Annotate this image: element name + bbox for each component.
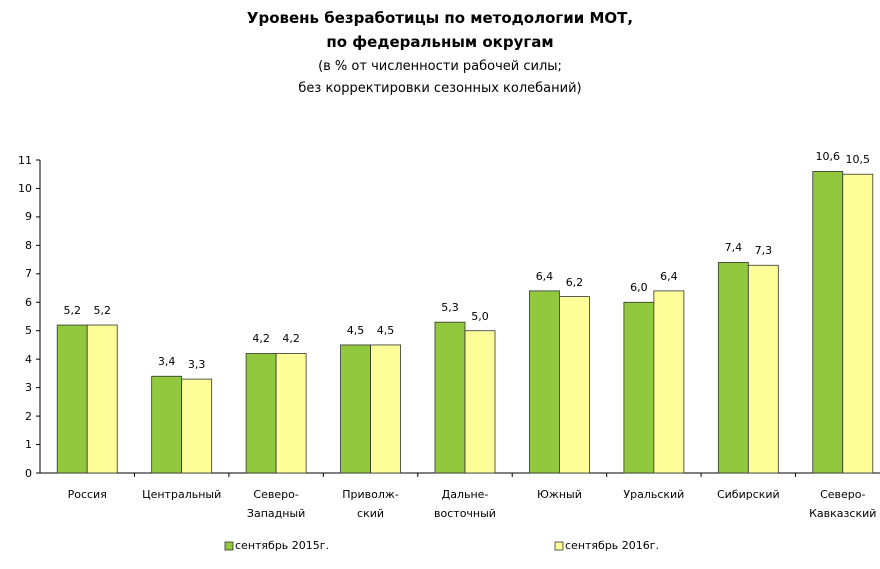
bar [275,353,307,474]
data-label: 5,2 [63,304,81,318]
chart-title: Уровень безработицы по методологии МОТ, … [246,9,634,51]
y-tick-label: 10 [18,181,32,195]
bar [56,324,88,474]
x-tick-label: Северо- Западный [246,488,306,520]
data-label: 5,3 [441,301,459,315]
y-tick-label: 5 [25,324,32,338]
y-tick-label: 4 [25,352,32,366]
data-label: 6,4 [535,269,554,283]
data-label: 3,3 [187,358,206,372]
data-label: 6,4 [660,269,678,283]
data-label: 5,2 [93,304,111,318]
y-tick-label: 0 [25,466,32,480]
bar [747,264,779,474]
bar [340,344,371,474]
chart-subtitle: (в % от численности рабочей силы; без ко… [298,59,582,96]
data-label: 3,4 [157,355,176,369]
data-label: 6,2 [565,275,584,289]
data-label: 4,2 [282,332,300,346]
legend-swatch [224,541,234,551]
bar [434,321,466,474]
y-tick-label: 8 [25,238,32,252]
x-tick-label: Южный [537,488,582,501]
bar [86,324,118,474]
x-tick-label: Уральский [623,488,685,501]
y-tick-label: 2 [25,409,32,423]
bar [245,353,277,474]
x-tick-label: Дальне- восточный [434,488,496,520]
legend-label: сентябрь 2015г. [235,539,330,552]
data-label: 4,5 [346,323,365,337]
y-tick-label: 7 [25,267,32,281]
bar [559,296,590,474]
x-tick-label: Россия [67,488,107,501]
data-label: 5,0 [471,309,489,323]
legend-swatch [554,541,564,551]
bar [653,290,685,474]
x-tick-label: Северо- Кавказский [809,488,877,520]
y-tick-label: 9 [25,210,32,224]
data-label: 4,5 [376,323,395,337]
bar [370,344,401,474]
bar [812,170,844,474]
bar [529,290,560,474]
y-tick-label: 1 [25,438,32,452]
bar [151,375,183,474]
data-label: 7,4 [724,241,743,255]
x-tick-label: Сибирский [716,488,780,501]
data-label: 6,0 [630,281,648,295]
data-label: 7,3 [754,244,773,258]
bar [623,301,655,474]
x-tick-label: Центральный [142,488,222,501]
bar [181,378,213,474]
legend-label: сентябрь 2016г. [565,539,660,552]
data-label: 10,5 [845,153,871,167]
bar [717,262,749,474]
data-label: 4,2 [252,332,270,346]
y-tick-label: 3 [25,381,32,395]
x-tick-label: Приволж- ский [342,488,399,520]
y-tick-label: 11 [18,153,32,167]
y-tick-label: 6 [25,295,32,309]
bar [464,330,496,474]
bar [842,173,874,474]
data-label: 10,6 [815,150,841,164]
